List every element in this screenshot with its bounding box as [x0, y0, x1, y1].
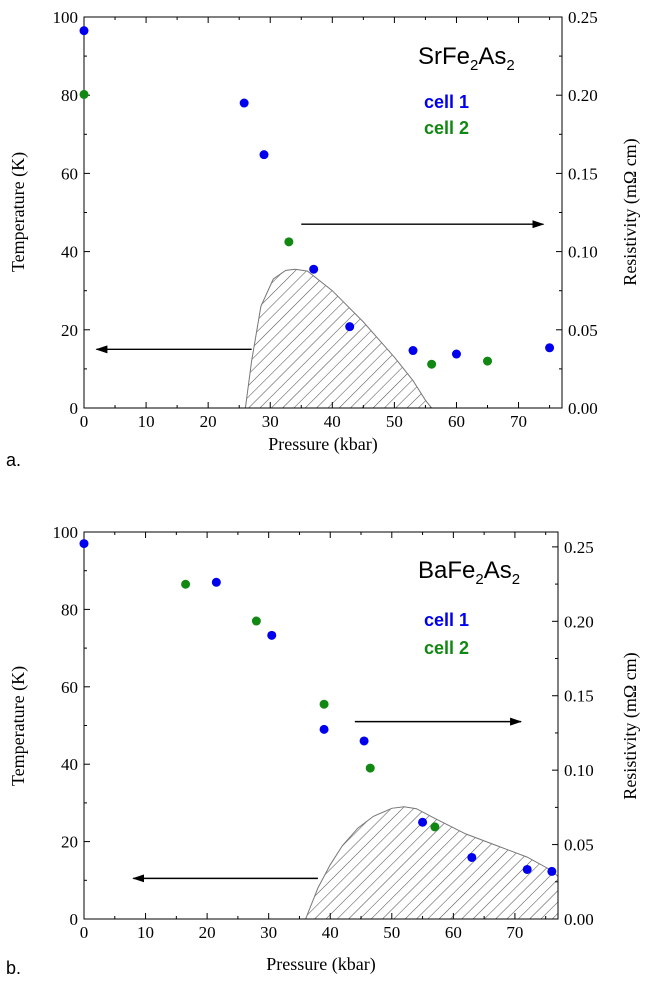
axis-arrows-a — [95, 220, 545, 354]
y2-tick-label: 0.20 — [568, 86, 598, 105]
panel-label-b: b. — [6, 958, 21, 978]
y2-tick-label: 0.05 — [564, 836, 594, 855]
y2-tick-label: 0.00 — [564, 910, 594, 929]
data-point-cell1 — [345, 322, 355, 332]
x-tick-label: 60 — [445, 923, 462, 942]
data-point-cell1 — [359, 736, 369, 746]
data-point-cell2 — [181, 579, 191, 589]
x-tick-label: 40 — [324, 412, 341, 431]
y-tick-label: 20 — [61, 833, 78, 852]
x-axis-label-a: Pressure (kbar) — [268, 434, 377, 455]
data-point-cell1 — [319, 724, 329, 734]
y-tick-label: 20 — [61, 321, 78, 340]
data-points-b — [79, 539, 557, 876]
data-point-cell2 — [483, 356, 493, 366]
data-point-cell2 — [365, 763, 375, 773]
y2-tick-label: 0.15 — [568, 164, 598, 183]
y-tick-label: 60 — [61, 164, 78, 183]
axis-arrows-b — [132, 717, 523, 883]
y-axis-label-b: Temperature (K) — [8, 666, 29, 786]
data-point-cell1 — [522, 864, 532, 874]
x-tick-label: 10 — [138, 412, 155, 431]
x-tick-label: 10 — [137, 923, 154, 942]
data-point-cell1 — [79, 539, 89, 549]
data-point-cell2 — [319, 699, 329, 709]
x-tick-label: 70 — [506, 923, 523, 942]
chart-title-a: SrFe2As2 — [418, 43, 515, 74]
y-tick-label: 80 — [61, 86, 78, 105]
x-tick-label: 50 — [383, 923, 400, 942]
x-tick-label: 0 — [80, 412, 89, 431]
data-point-cell2 — [430, 822, 440, 832]
axis-ticks-a: 0 10 20 30 40 50 60 70 0 20 40 60 80 100 0.00 0.05 0.10 0… — [53, 8, 598, 431]
x-tick-label: 60 — [448, 412, 465, 431]
data-point-cell2 — [79, 89, 89, 99]
x-axis-label-b: Pressure (kbar) — [266, 954, 375, 975]
x-tick-label: 20 — [200, 412, 217, 431]
x-tick-label: 30 — [260, 923, 277, 942]
data-point-cell2 — [427, 359, 437, 369]
axis-ticks-b: 0 10 20 30 40 50 60 70 0 20 40 60 80 100 0.00 0.05 0.10 0… — [53, 523, 594, 942]
y2-tick-label: 0.15 — [564, 687, 594, 706]
y2-tick-label: 0.05 — [568, 321, 598, 340]
x-tick-label: 50 — [386, 412, 403, 431]
data-point-cell1 — [309, 264, 319, 274]
superconducting-dome-a — [244, 268, 433, 408]
data-point-cell1 — [467, 852, 477, 862]
x-tick-label: 70 — [510, 412, 527, 431]
data-point-cell1 — [451, 349, 461, 359]
data-point-cell2 — [284, 237, 294, 247]
y-axis-label-a: Temperature (K) — [8, 152, 29, 272]
x-tick-label: 30 — [262, 412, 279, 431]
x-tick-label: 20 — [199, 923, 216, 942]
panel-b-bafe2as2: 0 10 20 30 40 50 60 70 0 20 40 60 80 100 0.00 0.05 0.10 0… — [6, 523, 641, 978]
y2-tick-label: 0.10 — [568, 243, 598, 262]
y2-tick-label: 0.20 — [564, 612, 594, 631]
y-tick-label: 40 — [61, 243, 78, 262]
y-tick-label: 100 — [53, 523, 79, 542]
y-tick-label: 0 — [70, 399, 79, 418]
data-point-cell1 — [259, 150, 269, 160]
y-tick-label: 80 — [61, 600, 78, 619]
data-point-cell1 — [239, 98, 249, 108]
data-point-cell1 — [547, 866, 557, 876]
chart-title-b: BaFe2As2 — [418, 557, 520, 588]
x-tick-label: 0 — [80, 923, 89, 942]
data-point-cell1 — [211, 577, 221, 587]
sc-dome-region — [244, 268, 433, 408]
legend-cell1-b: cell 1 — [424, 610, 469, 630]
y2-axis-label-a: Resistivity (mΩ cm) — [620, 138, 641, 285]
data-point-cell1 — [545, 343, 555, 353]
y-tick-label: 0 — [70, 910, 79, 929]
data-points-a — [79, 26, 555, 369]
data-point-cell1 — [79, 26, 89, 36]
legend-cell1-a: cell 1 — [424, 92, 469, 112]
y2-axis-label-b: Resistivity (mΩ cm) — [620, 652, 641, 799]
y2-tick-label: 0.25 — [568, 8, 598, 27]
y-tick-label: 40 — [61, 755, 78, 774]
y2-tick-label: 0.10 — [564, 761, 594, 780]
legend-cell2-a: cell 2 — [424, 118, 469, 138]
y-tick-label: 60 — [61, 678, 78, 697]
y-tick-label: 100 — [53, 8, 79, 27]
panel-label-a: a. — [6, 450, 21, 470]
x-tick-label: 40 — [322, 923, 339, 942]
y2-tick-label: 0.25 — [564, 538, 594, 557]
data-point-cell1 — [408, 346, 418, 356]
data-point-cell2 — [251, 616, 261, 626]
data-point-cell1 — [418, 817, 428, 827]
y2-tick-label: 0.00 — [568, 399, 598, 418]
data-point-cell1 — [267, 630, 277, 640]
legend-cell2-b: cell 2 — [424, 638, 469, 658]
panel-a-srfe2as2: 0 10 20 30 40 50 60 70 0 20 40 60 80 100 0.00 0.05 0.10 0… — [6, 8, 641, 470]
